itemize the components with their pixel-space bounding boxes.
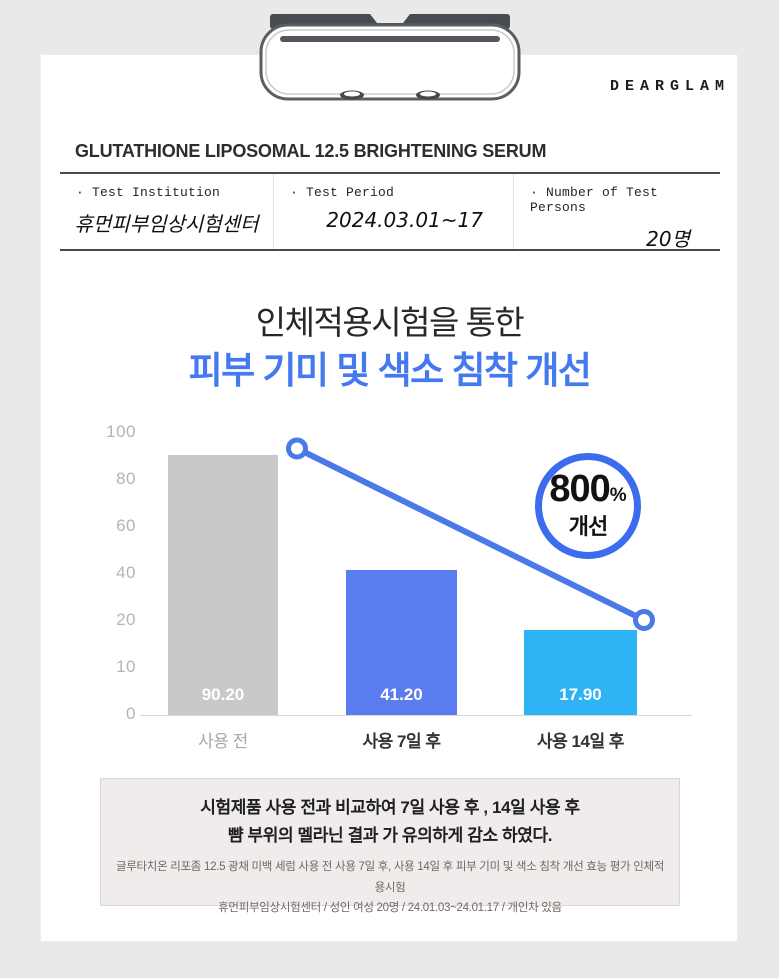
test-info-table: · Test Institution 휴먼피부임상시험센터 · Test Per… [60, 172, 720, 251]
test-period-cell: · Test Period 2024.03.01~17 [273, 174, 513, 249]
brand-logo: DEARGLAM [609, 78, 730, 95]
headline-line1: 인체적용시험을 통한 [255, 304, 525, 341]
test-period-value: 2024.03.01~17 [326, 208, 483, 232]
improvement-number: 800 [549, 467, 610, 510]
summary-box: 시험제품 사용 전과 비교하여 7일 사용 후 , 14일 사용 후 뺨 부위의… [100, 778, 680, 914]
bar-사용 14일 후: 17.90 [524, 629, 637, 716]
y-axis-tick: 80 [116, 469, 136, 488]
summary-footnote-line1: 글루타치온 리포좀 12.5 광채 미백 세럼 사용 전 사용 7일 후, 사용… [115, 861, 665, 894]
improvement-value: 800 % [549, 467, 627, 510]
test-persons-label: · Number of Test Persons [530, 185, 659, 215]
summary-statement-line1: 시험제품 사용 전과 비교하여 7일 사용 후 , 14일 사용 후 [200, 798, 580, 817]
percent-sign: % [609, 484, 627, 506]
improvement-badge: 800 % 개선 [535, 453, 641, 559]
test-persons-value: 20명 [646, 227, 690, 251]
summary-statement: 시험제품 사용 전과 비교하여 7일 사용 후 , 14일 사용 후 뺨 부위의… [101, 794, 679, 849]
bar-value-label: 90.20 [201, 684, 245, 704]
y-axis-tick: 100 [106, 422, 136, 441]
bar-사용 7일 후: 41.20 [346, 570, 457, 716]
improvement-caption: 개선 [568, 513, 608, 539]
bar-value-label: 41.20 [380, 684, 423, 704]
y-axis-tick: 10 [116, 657, 136, 676]
clipboard-clip-icon [259, 14, 521, 101]
test-institution-cell: · Test Institution 휴먼피부임상시험센터 [60, 174, 273, 249]
y-axis-tick: 40 [116, 563, 136, 582]
test-institution-label: · Test Institution [76, 185, 221, 200]
summary-footnote: 글루타치온 리포좀 12.5 광채 미백 세럼 사용 전 사용 7일 후, 사용… [101, 857, 679, 919]
x-axis-label: 사용 전 [198, 732, 248, 751]
summary-footnote-line2: 휴먼피부임상시험센터 / 성인 여성 20명 / 24.01.03~24.01.… [218, 902, 562, 915]
summary-statement-line2: 뺨 부위의 멜라닌 결과 가 유의하게 감소 하였다. [227, 825, 553, 845]
chart-baseline [140, 715, 692, 716]
test-institution-value: 휴먼피부임상시험센터 [74, 212, 259, 236]
product-title: GLUTATHIONE LIPOSOMAL 12.5 BRIGHTENING S… [75, 141, 547, 161]
test-period-label: · Test Period [290, 185, 395, 200]
headline-line2: 피부 기미 및 색소 침착 개선 [188, 350, 592, 391]
y-axis-tick: 60 [116, 516, 136, 535]
test-persons-cell: · Number of Test Persons 20명 [513, 174, 720, 251]
x-axis-label: 사용 14일 후 [537, 732, 624, 751]
bar-사용 전: 90.20 [168, 455, 278, 716]
y-axis-tick: 0 [126, 704, 136, 723]
y-axis-tick: 20 [116, 610, 136, 629]
x-axis-label: 사용 7일 후 [362, 732, 441, 751]
bar-value-label: 17.90 [559, 684, 602, 704]
